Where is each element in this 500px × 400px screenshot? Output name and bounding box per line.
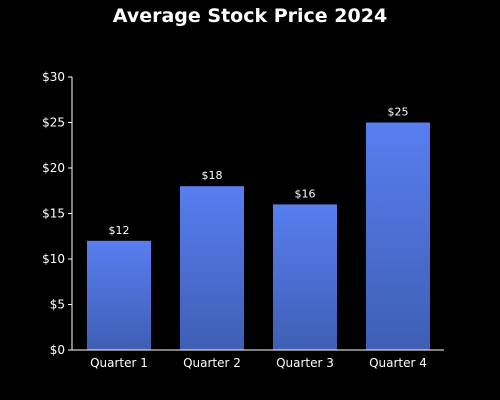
bar bbox=[87, 240, 151, 350]
y-axis: $0 $5 $10 $15 $20 $25 $30 bbox=[42, 70, 73, 357]
y-tick-label: $25 bbox=[42, 116, 65, 130]
chart-title: Average Stock Price 2024 bbox=[112, 5, 388, 27]
bar-value-label: $25 bbox=[388, 106, 409, 119]
y-tick-label: $20 bbox=[42, 161, 65, 175]
bars: $12 $18 $16 $25 bbox=[87, 106, 430, 350]
bar-value-label: $18 bbox=[202, 169, 223, 182]
bar-value-label: $16 bbox=[295, 187, 316, 200]
y-tick-label: $5 bbox=[50, 298, 65, 312]
bar bbox=[180, 186, 244, 350]
y-tick-label: $30 bbox=[42, 70, 65, 84]
bar bbox=[273, 204, 337, 350]
y-tick-label: $0 bbox=[50, 343, 65, 357]
x-tick-label: Quarter 4 bbox=[369, 356, 427, 370]
x-tick-label: Quarter 3 bbox=[276, 356, 334, 370]
x-tick-label: Quarter 2 bbox=[183, 356, 241, 370]
x-tick-label: Quarter 1 bbox=[90, 356, 148, 370]
bar bbox=[366, 122, 430, 350]
bar-value-label: $12 bbox=[109, 224, 130, 237]
y-tick-label: $10 bbox=[42, 252, 65, 266]
y-tick-label: $15 bbox=[42, 207, 65, 221]
x-axis: Quarter 1 Quarter 2 Quarter 3 Quarter 4 bbox=[72, 349, 444, 370]
